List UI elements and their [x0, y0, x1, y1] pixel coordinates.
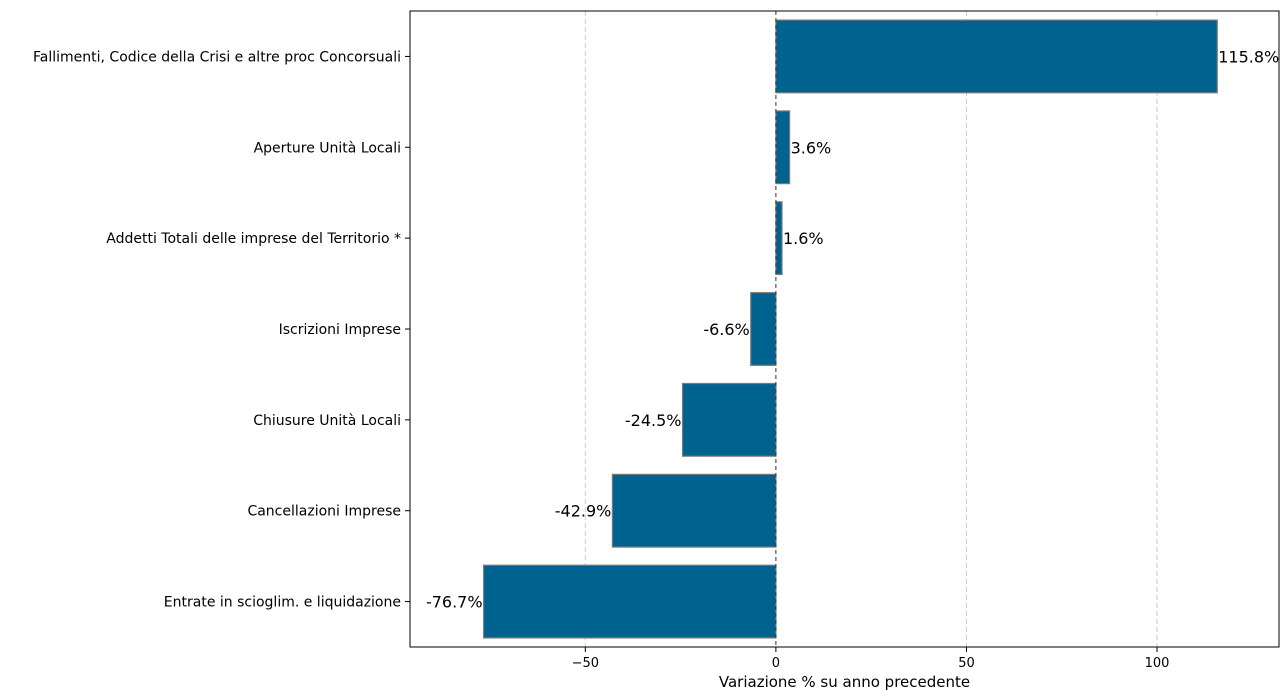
bar [681, 382, 777, 457]
bar [750, 292, 777, 366]
category-label: Addetti Totali delle imprese del Territo… [106, 231, 401, 247]
x-axis-ticks: −50 0 50 100 [572, 647, 1170, 671]
x-tick-label: 0 [772, 656, 780, 671]
bar [775, 110, 791, 185]
value-label: -76.7% [426, 593, 483, 612]
category-label: Fallimenti, Codice della Crisi e altre p… [33, 49, 401, 65]
plot-frame [409, 10, 1280, 648]
value-label: 1.6% [783, 229, 824, 248]
value-label: -24.5% [625, 411, 682, 430]
x-axis-title: Variazione % su anno precedente [719, 673, 970, 691]
value-label: -6.6% [703, 320, 749, 339]
category-label: Iscrizioni Imprese [279, 322, 401, 338]
category-label: Entrate in scioglim. e liquidazione [164, 595, 401, 611]
x-tick-label: 100 [1145, 656, 1170, 671]
bars [482, 19, 1218, 639]
value-label: 115.8% [1218, 47, 1279, 66]
x-tick-label: 50 [958, 656, 975, 671]
value-label: -42.9% [555, 502, 612, 521]
category-label: Cancellazioni Imprese [247, 504, 401, 520]
grid-lines [584, 11, 1158, 647]
bar [482, 564, 777, 639]
value-label: 3.6% [791, 138, 832, 157]
bar [775, 19, 1218, 94]
y-axis-categories: Fallimenti, Codice della Crisi e altre p… [33, 49, 410, 611]
bar [611, 473, 777, 548]
category-label: Chiusure Unità Locali [253, 413, 401, 429]
bar [775, 201, 783, 276]
x-tick-label: −50 [572, 656, 599, 671]
category-label: Aperture Unità Locali [254, 140, 401, 156]
value-labels: 115.8% 3.6% 1.6% -6.6% -24.5% -42.9% -76.7% [426, 47, 1279, 611]
